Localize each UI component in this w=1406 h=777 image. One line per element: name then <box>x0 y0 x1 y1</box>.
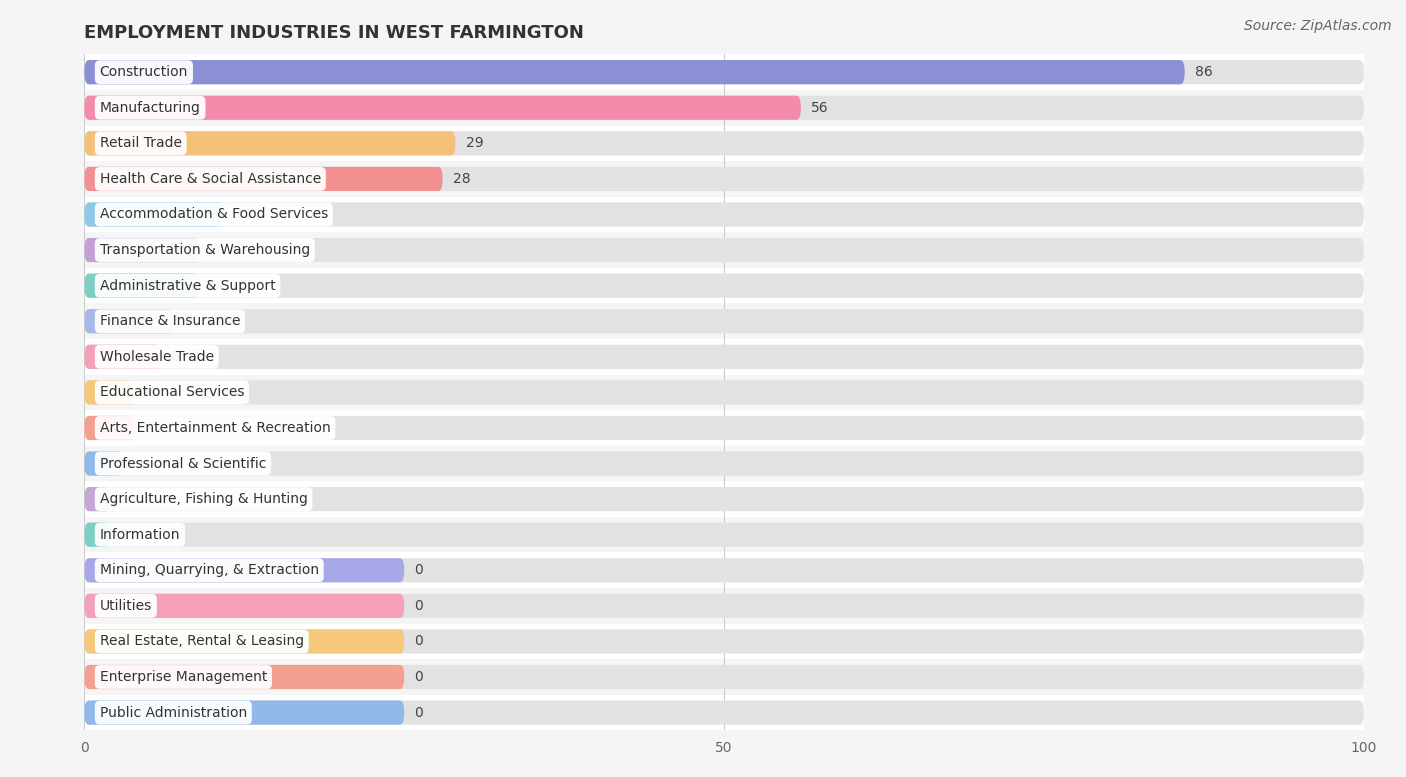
Text: 9: 9 <box>209 279 218 293</box>
FancyBboxPatch shape <box>84 345 162 369</box>
FancyBboxPatch shape <box>84 451 122 476</box>
Text: Manufacturing: Manufacturing <box>100 101 201 115</box>
FancyBboxPatch shape <box>84 274 1364 298</box>
Text: Enterprise Management: Enterprise Management <box>100 670 267 684</box>
FancyBboxPatch shape <box>84 701 1364 725</box>
Text: Agriculture, Fishing & Hunting: Agriculture, Fishing & Hunting <box>100 492 308 506</box>
FancyBboxPatch shape <box>84 167 1364 191</box>
Text: Real Estate, Rental & Leasing: Real Estate, Rental & Leasing <box>100 635 304 649</box>
FancyBboxPatch shape <box>84 410 1364 446</box>
Text: Utilities: Utilities <box>100 599 152 613</box>
FancyBboxPatch shape <box>84 96 1364 120</box>
FancyBboxPatch shape <box>84 701 405 725</box>
Text: EMPLOYMENT INDUSTRIES IN WEST FARMINGTON: EMPLOYMENT INDUSTRIES IN WEST FARMINGTON <box>84 24 585 42</box>
Text: Accommodation & Food Services: Accommodation & Food Services <box>100 207 328 221</box>
Text: Construction: Construction <box>100 65 188 79</box>
Text: Professional & Scientific: Professional & Scientific <box>100 457 266 471</box>
FancyBboxPatch shape <box>84 339 1364 375</box>
Text: 3: 3 <box>134 457 142 471</box>
FancyBboxPatch shape <box>84 54 1364 90</box>
Text: 4: 4 <box>146 421 155 435</box>
FancyBboxPatch shape <box>84 517 1364 552</box>
FancyBboxPatch shape <box>84 309 1364 333</box>
Text: 2: 2 <box>120 492 129 506</box>
Text: 0: 0 <box>415 706 423 720</box>
FancyBboxPatch shape <box>84 594 405 618</box>
FancyBboxPatch shape <box>84 274 200 298</box>
Text: Health Care & Social Assistance: Health Care & Social Assistance <box>100 172 321 186</box>
Text: Transportation & Warehousing: Transportation & Warehousing <box>100 243 309 257</box>
FancyBboxPatch shape <box>84 60 1364 84</box>
FancyBboxPatch shape <box>84 558 1364 583</box>
FancyBboxPatch shape <box>84 238 1364 262</box>
FancyBboxPatch shape <box>84 202 1364 227</box>
FancyBboxPatch shape <box>84 96 801 120</box>
Text: 56: 56 <box>811 101 828 115</box>
Text: 0: 0 <box>415 670 423 684</box>
Text: 6: 6 <box>172 350 180 364</box>
FancyBboxPatch shape <box>84 665 405 689</box>
FancyBboxPatch shape <box>84 481 1364 517</box>
Text: 0: 0 <box>415 563 423 577</box>
Text: 86: 86 <box>1195 65 1213 79</box>
Text: Public Administration: Public Administration <box>100 706 247 720</box>
FancyBboxPatch shape <box>84 416 1364 440</box>
Text: Educational Services: Educational Services <box>100 385 245 399</box>
FancyBboxPatch shape <box>84 167 443 191</box>
Text: 28: 28 <box>453 172 471 186</box>
Text: 29: 29 <box>465 136 484 150</box>
FancyBboxPatch shape <box>84 131 456 155</box>
FancyBboxPatch shape <box>84 552 1364 588</box>
Text: 0: 0 <box>415 635 423 649</box>
Text: 4: 4 <box>146 385 155 399</box>
FancyBboxPatch shape <box>84 202 225 227</box>
Text: 2: 2 <box>120 528 129 542</box>
FancyBboxPatch shape <box>84 695 1364 730</box>
Text: Arts, Entertainment & Recreation: Arts, Entertainment & Recreation <box>100 421 330 435</box>
Text: Mining, Quarrying, & Extraction: Mining, Quarrying, & Extraction <box>100 563 319 577</box>
FancyBboxPatch shape <box>84 345 1364 369</box>
FancyBboxPatch shape <box>84 161 1364 197</box>
FancyBboxPatch shape <box>84 197 1364 232</box>
FancyBboxPatch shape <box>84 375 1364 410</box>
Text: Information: Information <box>100 528 180 542</box>
FancyBboxPatch shape <box>84 558 405 583</box>
Text: Source: ZipAtlas.com: Source: ZipAtlas.com <box>1244 19 1392 33</box>
FancyBboxPatch shape <box>84 268 1364 304</box>
FancyBboxPatch shape <box>84 238 200 262</box>
Text: 9: 9 <box>209 243 218 257</box>
Text: Retail Trade: Retail Trade <box>100 136 181 150</box>
FancyBboxPatch shape <box>84 380 1364 405</box>
FancyBboxPatch shape <box>84 659 1364 695</box>
FancyBboxPatch shape <box>84 380 135 405</box>
Text: 0: 0 <box>415 599 423 613</box>
Text: 7: 7 <box>184 314 193 328</box>
FancyBboxPatch shape <box>84 629 1364 653</box>
Text: Finance & Insurance: Finance & Insurance <box>100 314 240 328</box>
FancyBboxPatch shape <box>84 232 1364 268</box>
FancyBboxPatch shape <box>84 309 174 333</box>
FancyBboxPatch shape <box>84 131 1364 155</box>
FancyBboxPatch shape <box>84 487 1364 511</box>
FancyBboxPatch shape <box>84 629 405 653</box>
FancyBboxPatch shape <box>84 446 1364 481</box>
FancyBboxPatch shape <box>84 451 1364 476</box>
FancyBboxPatch shape <box>84 90 1364 126</box>
FancyBboxPatch shape <box>84 60 1185 84</box>
Text: Administrative & Support: Administrative & Support <box>100 279 276 293</box>
FancyBboxPatch shape <box>84 416 135 440</box>
FancyBboxPatch shape <box>84 523 1364 547</box>
FancyBboxPatch shape <box>84 588 1364 624</box>
Text: Wholesale Trade: Wholesale Trade <box>100 350 214 364</box>
FancyBboxPatch shape <box>84 126 1364 161</box>
FancyBboxPatch shape <box>84 304 1364 339</box>
Text: 11: 11 <box>235 207 253 221</box>
FancyBboxPatch shape <box>84 594 1364 618</box>
FancyBboxPatch shape <box>84 523 110 547</box>
FancyBboxPatch shape <box>84 624 1364 659</box>
FancyBboxPatch shape <box>84 665 1364 689</box>
FancyBboxPatch shape <box>84 487 110 511</box>
